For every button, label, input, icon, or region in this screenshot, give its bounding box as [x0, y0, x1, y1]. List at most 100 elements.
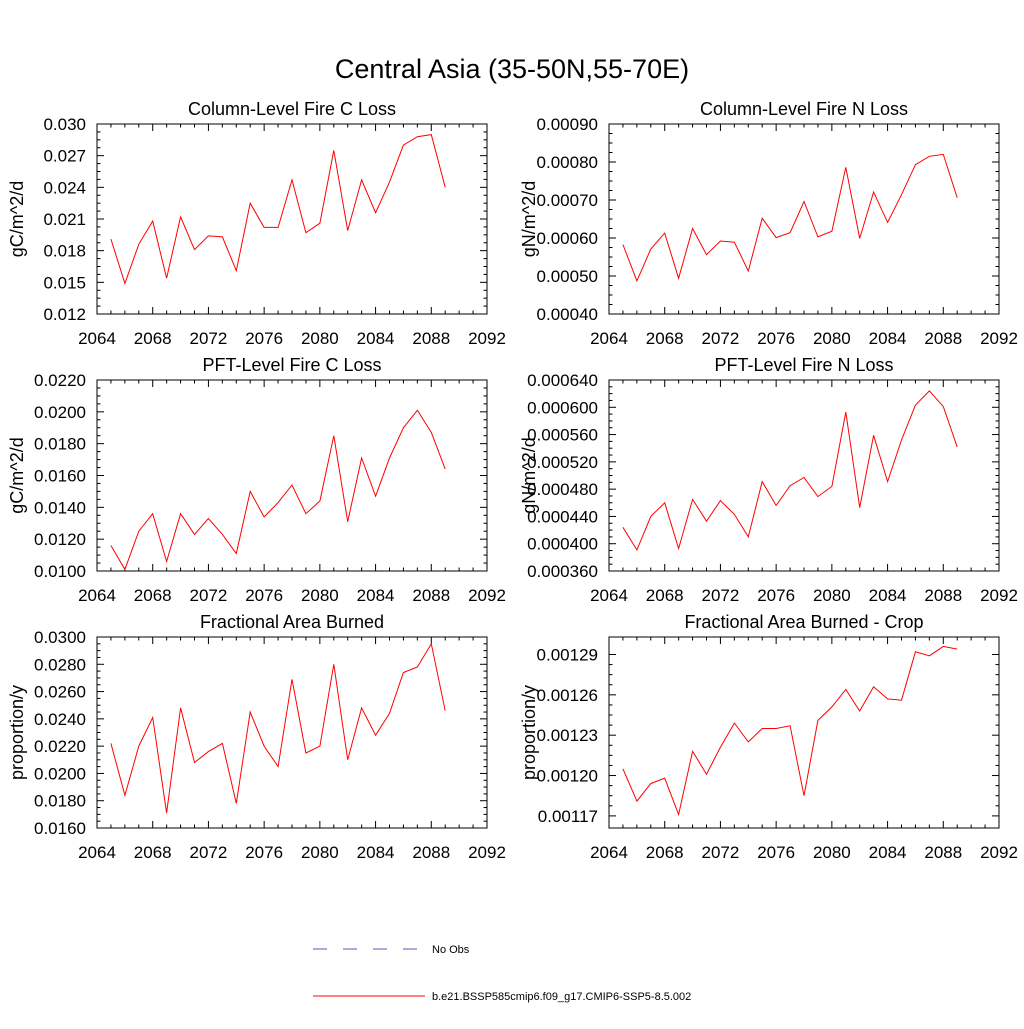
x-tick-label: 2064 — [590, 586, 628, 605]
panel-title: Column-Level Fire N Loss — [700, 99, 908, 119]
x-tick-label: 2064 — [590, 843, 628, 862]
x-tick-label: 2068 — [646, 329, 684, 348]
x-tick-label: 2088 — [412, 329, 450, 348]
y-tick-label: 0.00080 — [537, 153, 598, 172]
panel-2: Column-Level Fire N Loss gN/m^2/d 2064 2068… — [519, 99, 1018, 348]
x-tick-label: 2064 — [590, 329, 628, 348]
y-tick-label: 0.021 — [43, 210, 86, 229]
x-tick-label: 2068 — [646, 843, 684, 862]
figure-title: Central Asia (35-50N,55-70E) — [335, 54, 689, 84]
y-tick-label: 0.0240 — [34, 710, 86, 729]
y-tick-label: 0.00117 — [538, 807, 598, 826]
x-tick-label: 2076 — [245, 843, 283, 862]
y-tick-label: 0.000560 — [527, 426, 598, 445]
x-tick-label: 2088 — [924, 843, 962, 862]
x-tick-label: 2080 — [813, 586, 851, 605]
x-tick-label: 2084 — [869, 329, 907, 348]
series-line — [110, 409, 446, 571]
legend-label-model: b.e21.BSSP585cmip6.f09_g17.CMIP6-SSP5-8.… — [432, 991, 691, 1003]
y-axis-label: gN/m^2/d — [519, 437, 539, 513]
series-line — [110, 642, 446, 814]
x-tick-label: 2064 — [78, 586, 116, 605]
x-tick-label: 2084 — [357, 843, 395, 862]
plot-frame — [96, 636, 488, 829]
panel-title: PFT-Level Fire C Loss — [202, 355, 381, 375]
y-tick-label: 0.0220 — [34, 737, 86, 756]
y-tick-label: 0.00050 — [537, 267, 598, 286]
x-tick-label: 2068 — [134, 329, 172, 348]
y-tick-label: 0.00129 — [537, 645, 598, 664]
panel-title: Fractional Area Burned - Crop — [684, 612, 923, 632]
panel-title: PFT-Level Fire N Loss — [714, 355, 893, 375]
y-tick-label: 0.0180 — [34, 435, 86, 454]
plot-frame — [608, 636, 1000, 829]
y-axis-label: gC/m^2/d — [7, 437, 27, 513]
x-tick-label: 2084 — [357, 329, 395, 348]
y-tick-label: 0.0200 — [34, 764, 86, 783]
x-tick-label: 2068 — [134, 586, 172, 605]
x-tick-label: 2092 — [980, 586, 1018, 605]
x-tick-label: 2088 — [924, 329, 962, 348]
x-tick-label: 2084 — [869, 586, 907, 605]
x-tick-label: 2092 — [468, 843, 506, 862]
x-tick-label: 2088 — [412, 843, 450, 862]
x-tick-label: 2072 — [190, 843, 228, 862]
x-tick-label: 2092 — [468, 586, 506, 605]
y-tick-label: 0.00126 — [537, 686, 598, 705]
y-tick-label: 0.0300 — [34, 628, 86, 647]
x-tick-label: 2064 — [78, 843, 116, 862]
x-tick-label: 2072 — [190, 329, 228, 348]
y-tick-label: 0.000480 — [527, 480, 598, 499]
y-tick-label: 0.000600 — [527, 398, 598, 417]
x-tick-label: 2076 — [245, 329, 283, 348]
y-tick-label: 0.0220 — [34, 371, 86, 390]
y-tick-label: 0.0120 — [34, 530, 86, 549]
y-axis-label: gN/m^2/d — [519, 181, 539, 257]
y-tick-label: 0.027 — [43, 147, 86, 166]
y-tick-label: 0.0160 — [34, 819, 86, 838]
y-tick-label: 0.012 — [43, 305, 86, 324]
x-tick-label: 2088 — [924, 586, 962, 605]
series-line — [110, 134, 446, 285]
series-line — [622, 153, 958, 283]
y-tick-label: 0.00070 — [537, 191, 598, 210]
x-tick-label: 2092 — [980, 329, 1018, 348]
panel-6: Fractional Area Burned - Crop proportion/… — [519, 612, 1018, 862]
y-tick-label: 0.000520 — [527, 453, 598, 472]
panel-4: PFT-Level Fire N Loss gN/m^2/d 2064 2068 207… — [519, 355, 1018, 605]
x-tick-label: 2076 — [757, 329, 795, 348]
y-axis-label: proportion/y — [519, 685, 539, 780]
x-tick-label: 2068 — [134, 843, 172, 862]
y-tick-label: 0.0180 — [34, 792, 86, 811]
series-line — [622, 390, 958, 551]
panel-title: Fractional Area Burned — [200, 612, 384, 632]
series-line — [622, 645, 958, 817]
panel-title: Column-Level Fire C Loss — [188, 99, 396, 119]
x-tick-label: 2076 — [757, 586, 795, 605]
x-tick-label: 2080 — [301, 329, 339, 348]
x-tick-label: 2080 — [813, 329, 851, 348]
x-tick-label: 2080 — [813, 843, 851, 862]
y-tick-label: 0.00060 — [537, 229, 598, 248]
x-tick-label: 2080 — [301, 586, 339, 605]
plot-frame — [96, 379, 488, 572]
x-tick-label: 2072 — [702, 843, 740, 862]
y-tick-label: 0.015 — [43, 273, 86, 292]
panel-3: PFT-Level Fire C Loss gC/m^2/d 2064 2068 207… — [7, 355, 506, 605]
legend: No Obs b.e21.BSSP585cmip6.f09_g17.CMIP6-… — [313, 944, 691, 1003]
x-tick-label: 2092 — [980, 843, 1018, 862]
x-tick-label: 2072 — [702, 329, 740, 348]
x-tick-label: 2076 — [245, 586, 283, 605]
x-tick-label: 2072 — [190, 586, 228, 605]
y-tick-label: 0.00123 — [537, 726, 598, 745]
y-tick-label: 0.000400 — [527, 535, 598, 554]
x-tick-label: 2072 — [702, 586, 740, 605]
panel-5: Fractional Area Burned proportion/y 2064 20… — [7, 612, 506, 862]
y-tick-label: 0.0100 — [34, 562, 86, 581]
x-tick-label: 2080 — [301, 843, 339, 862]
y-tick-label: 0.018 — [43, 242, 86, 261]
y-tick-label: 0.0280 — [34, 655, 86, 674]
y-tick-label: 0.00090 — [537, 115, 598, 134]
